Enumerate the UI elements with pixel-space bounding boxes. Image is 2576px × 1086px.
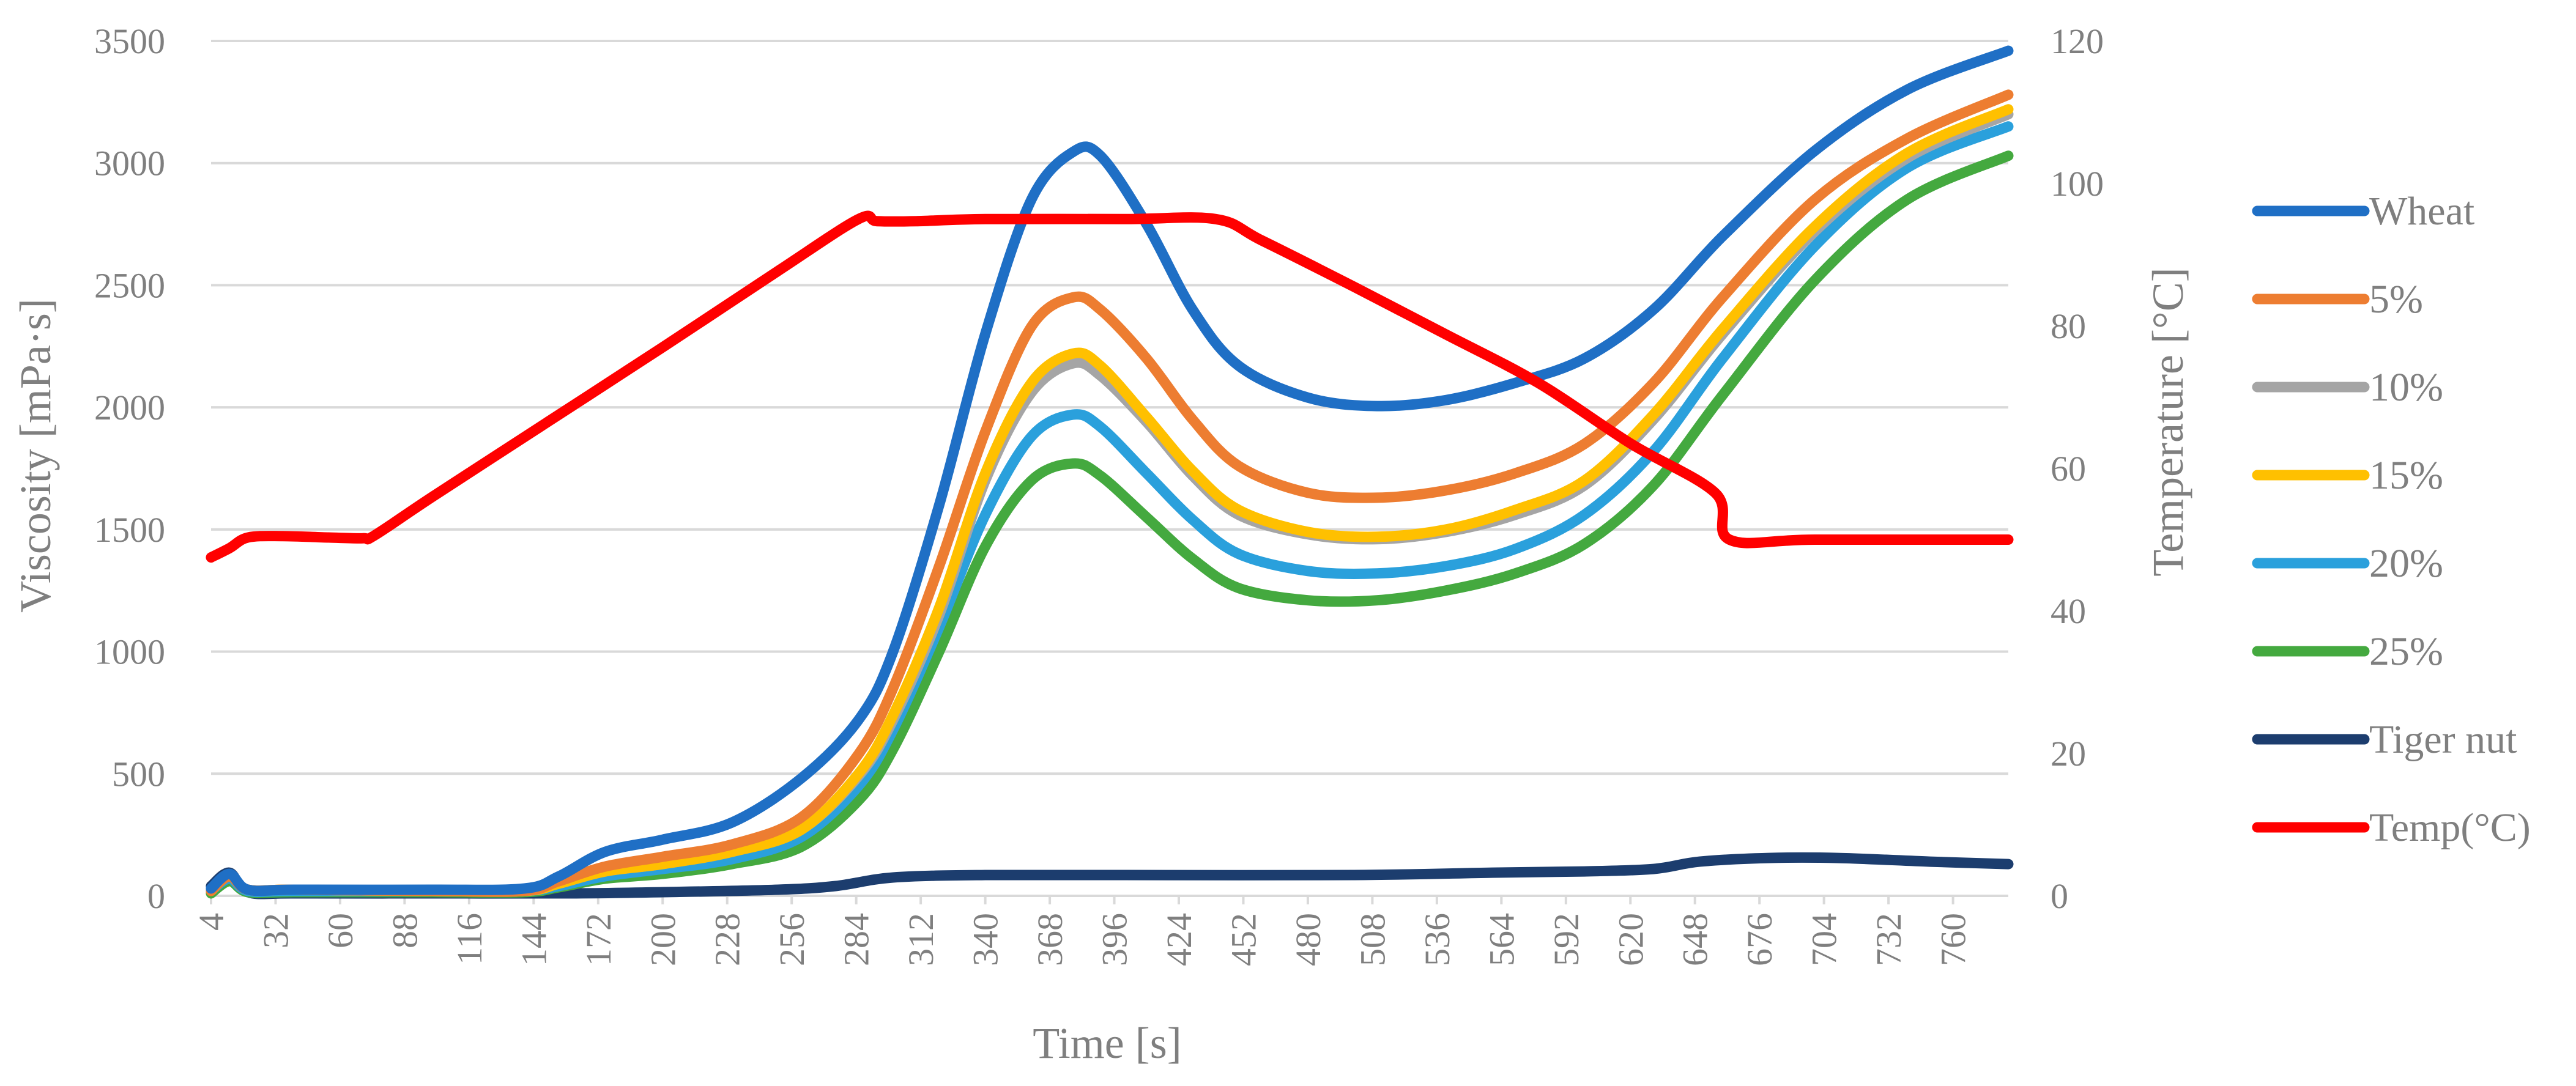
y-tick-label-7: 3500	[94, 21, 165, 61]
x-tick-label-7: 200	[643, 913, 683, 966]
x-tick-label-14: 396	[1095, 913, 1135, 966]
x-tick-label-8: 228	[708, 913, 748, 966]
series-line-wheat	[206, 45, 2014, 896]
legend-label-25: 25%	[2369, 629, 2443, 674]
series-lines	[206, 45, 2014, 899]
x-tick-label-21: 592	[1546, 913, 1586, 966]
x-tick-label-5: 144	[514, 913, 554, 966]
legend-label-5: 5%	[2369, 277, 2423, 322]
gridlines	[210, 40, 2008, 904]
x-tick-label-22: 620	[1611, 913, 1650, 966]
y-tick-label-6: 3000	[94, 144, 165, 183]
x-tick-label-20: 564	[1482, 913, 1521, 966]
y2-tick-labels: 0 20 40 60 80 100 120	[2051, 21, 2104, 916]
x-tick-labels: 4 32 60 88 116 144 172 200 228 256 284 312 340 368 396…	[191, 913, 1973, 966]
y-axis-title: Viscosity [mPa·s]	[11, 298, 60, 613]
y-tick-label-4: 2000	[94, 388, 165, 427]
legend-label-15: 15%	[2369, 453, 2443, 498]
x-tick-label-9: 256	[772, 913, 812, 966]
x-tick-label-2: 60	[321, 913, 360, 948]
y2-tick-label-0: 0	[2051, 876, 2068, 916]
y2-axis-title: Temperature [°C]	[2144, 267, 2192, 577]
x-tick-label-18: 508	[1353, 913, 1392, 966]
legend-label-10: 10%	[2369, 365, 2443, 410]
x-tick-label-13: 368	[1030, 913, 1070, 966]
y-tick-label-3: 1500	[94, 510, 165, 550]
y-tick-label-5: 2500	[94, 265, 165, 305]
y-tick-labels: 0 500 1000 1500 2000 2500 3000 3500	[94, 21, 165, 916]
y-tick-label-2: 1000	[94, 632, 165, 672]
y2-tick-label-4: 80	[2051, 306, 2086, 346]
x-tick-label-23: 648	[1676, 913, 1715, 966]
x-tick-label-19: 536	[1417, 913, 1457, 966]
y2-tick-label-2: 40	[2051, 591, 2086, 631]
x-tick-label-24: 676	[1740, 913, 1780, 966]
x-tick-label-4: 116	[450, 913, 489, 965]
x-tick-label-3: 88	[385, 913, 425, 948]
legend-label-wheat: Wheat	[2369, 189, 2474, 234]
legend-label-tiger-nut: Tiger nut	[2369, 717, 2517, 762]
y2-tick-label-1: 20	[2051, 734, 2086, 774]
x-tick-label-1: 32	[256, 913, 295, 948]
x-tick-label-25: 704	[1805, 913, 1844, 966]
x-tick-label-15: 424	[1159, 913, 1199, 966]
x-tick-label-6: 172	[579, 913, 618, 966]
y2-tick-label-5: 100	[2051, 164, 2104, 204]
x-tick-label-10: 284	[837, 913, 877, 966]
legend-label-temp-c: Temp(°C)	[2369, 805, 2531, 850]
x-tick-label-17: 480	[1288, 913, 1328, 966]
series-line-temp-c	[206, 210, 2014, 563]
x-tick-label-11: 312	[901, 913, 941, 966]
y2-tick-label-6: 120	[2051, 21, 2104, 61]
legend: Wheat 5% 10% 15% 20% 25% Tiger nut Temp(°C)	[2252, 189, 2531, 850]
y-tick-label-0: 0	[147, 876, 165, 916]
y-tick-label-1: 500	[112, 754, 165, 794]
x-tick-label-27: 760	[1934, 913, 1973, 966]
x-tick-label-12: 340	[966, 913, 1006, 966]
legend-label-20: 20%	[2369, 541, 2443, 586]
x-tick-label-16: 452	[1223, 913, 1263, 966]
series-line-25	[206, 150, 2014, 899]
x-tick-label-26: 732	[1869, 913, 1909, 966]
x-tick-label-0: 4	[191, 913, 231, 931]
y2-tick-label-3: 60	[2051, 449, 2086, 489]
series-line-20	[206, 121, 2014, 897]
x-axis-title: Time [s]	[1033, 1019, 1181, 1068]
